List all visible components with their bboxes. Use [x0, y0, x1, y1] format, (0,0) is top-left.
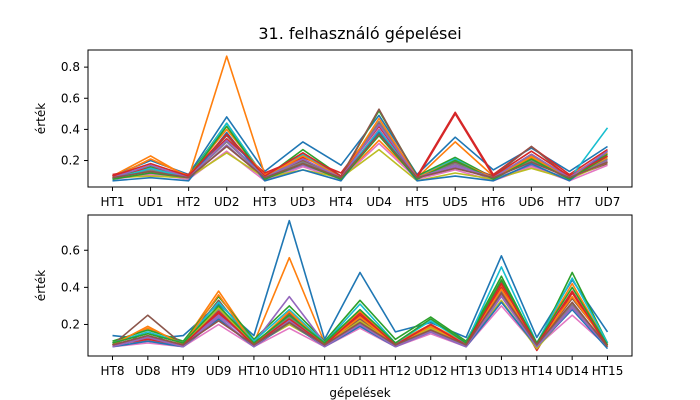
top-series-line-15	[112, 123, 608, 179]
top-x-tick-label: UD3	[290, 195, 316, 209]
bottom-x-tick-label: UD8	[135, 364, 161, 378]
bottom-x-tick-label: UD14	[556, 364, 589, 378]
bottom-x-tick-label: UD13	[485, 364, 518, 378]
bottom-series-line-14	[112, 282, 609, 348]
top-x-tick-label: UD7	[595, 195, 621, 209]
bottom-x-tick-label: UD9	[206, 364, 232, 378]
bottom-x-tick-label: HT9	[171, 364, 195, 378]
bottom-y-tick-label: 0.2	[61, 317, 80, 331]
bottom-x-tick-label: UD11	[343, 364, 376, 378]
top-x-tick-label: HT4	[329, 195, 353, 209]
bottom-ticks: HT8 UD8 HT9 UD9 HT10 UD10 HT11 UD11 HT12 UD12 HT13…	[61, 243, 623, 378]
bottom-x-tick-label: HT12	[380, 364, 412, 378]
top-panel: HT1 UD1 HT2 UD2 HT3 UD3 HT4 UD4 HT5 UD5 HT6 UD6 HT7 U…	[34, 49, 633, 209]
top-x-tick-label: UD6	[519, 195, 545, 209]
top-x-tick-label: UD2	[214, 195, 240, 209]
top-x-tick-label: UD5	[442, 195, 468, 209]
bottom-x-tick-label: HT8	[100, 364, 124, 378]
top-y-tick-label: 0.2	[61, 154, 80, 168]
bottom-series-group	[111, 219, 609, 352]
top-x-tick-label: HT1	[100, 195, 124, 209]
bottom-x-tick-label: HT13	[450, 364, 482, 378]
top-plot-frame	[87, 49, 633, 188]
bottom-y-tick-label: 0.4	[61, 280, 80, 294]
top-y-tick-label: 0.6	[61, 91, 80, 105]
top-x-tick-label: UD1	[138, 195, 164, 209]
bottom-x-tick-label: HT15	[592, 364, 624, 378]
bottom-x-tick-label: HT14	[521, 364, 553, 378]
bottom-series-line-13	[112, 279, 609, 346]
top-x-tick-label: HT7	[557, 195, 581, 209]
top-series-line-7	[112, 142, 608, 182]
top-x-tick-label: HT3	[253, 195, 277, 209]
chart-title: 31. felhasználó gépelései	[258, 24, 461, 43]
bottom-x-tick-label: HT10	[238, 364, 270, 378]
top-x-tick-label: HT6	[481, 195, 505, 209]
bottom-panel: HT8 UD8 HT9 UD9 HT10 UD10 HT11 UD11 HT12 UD12 HT13…	[34, 214, 633, 400]
top-series-line-16	[112, 133, 608, 179]
top-series-line-2	[112, 55, 608, 180]
top-series-group	[112, 55, 609, 182]
top-x-tick-label: HT2	[177, 195, 201, 209]
top-ticks: HT1 UD1 HT2 UD2 HT3 UD3 HT4 UD4 HT5 UD5 HT6 UD6 HT7 U…	[61, 60, 620, 209]
bottom-series-line-16	[112, 292, 609, 348]
bottom-x-axis-label: gépelések	[329, 386, 390, 400]
top-y-tick-label: 0.8	[61, 60, 80, 74]
bottom-x-tick-label: UD10	[273, 364, 306, 378]
bottom-x-tick-label: HT11	[309, 364, 341, 378]
top-x-tick-label: HT5	[405, 195, 429, 209]
bottom-y-tick-label: 0.6	[61, 243, 80, 257]
top-x-tick-label: UD4	[366, 195, 392, 209]
bottom-y-axis-label: érték	[34, 270, 48, 301]
top-y-axis-label: érték	[34, 103, 48, 134]
bottom-x-tick-label: UD12	[414, 364, 447, 378]
top-y-tick-label: 0.4	[61, 122, 80, 136]
